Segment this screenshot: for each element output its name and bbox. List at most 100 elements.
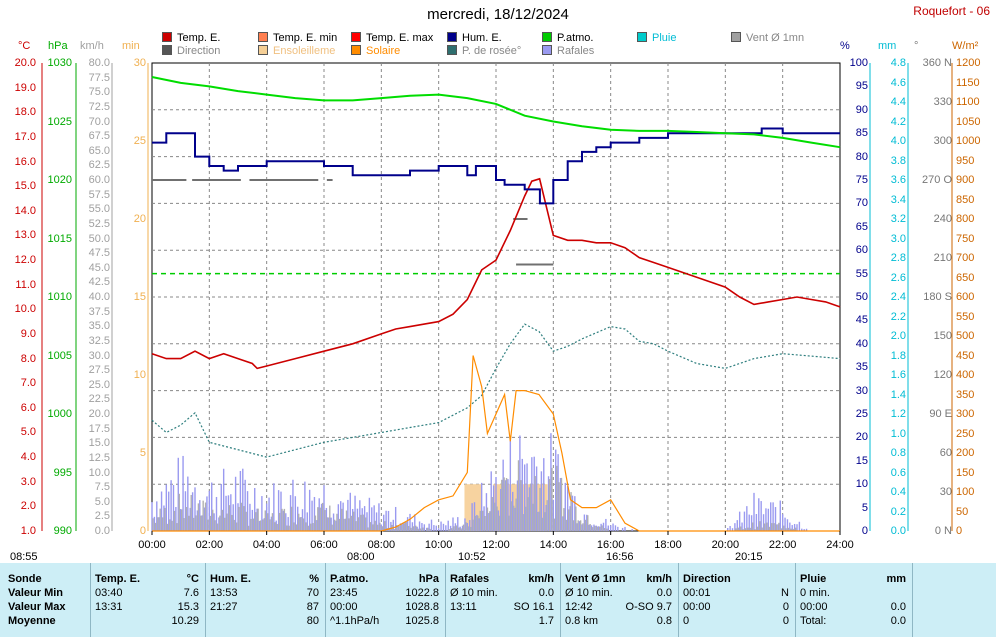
- solar-ticks-label: 500: [956, 330, 975, 342]
- table-cell-time: 13:31: [95, 601, 123, 613]
- legend-swatch: [637, 32, 647, 42]
- legend-item: Pluie: [637, 32, 676, 44]
- table-cell-value: 7.6: [183, 587, 199, 599]
- solar-ticks-label: 1150: [956, 76, 980, 89]
- table-divider: [90, 563, 91, 637]
- legend-swatch: [542, 45, 552, 55]
- table-cell-time: 00:01: [683, 587, 711, 599]
- solar-ticks-label: 1000: [956, 135, 981, 147]
- solar-ticks-label: 650: [956, 271, 975, 284]
- table-column-title: Rafales: [450, 573, 490, 585]
- legend-label: Temp. E. max: [366, 32, 434, 44]
- wind-ticks-label: 27.5: [88, 364, 110, 377]
- legend-label: Direction: [177, 45, 221, 57]
- table-cell-value: 0.0: [538, 587, 554, 599]
- wind-ticks-label: 12.5: [88, 451, 110, 464]
- table-cell-value: 1.7: [538, 615, 554, 627]
- hum-ticks-label: 10: [855, 478, 868, 491]
- wind-ticks-label: 2.5: [94, 510, 110, 523]
- table-cell-value: 70: [306, 587, 319, 599]
- rain-ticks-label: 4.4: [890, 96, 906, 108]
- solar-ticks-label: 950: [956, 154, 975, 167]
- temp-ticks-label: 3.0: [20, 475, 36, 488]
- temp-ticks-label: 5.0: [20, 426, 36, 439]
- table-cell-time: 0: [683, 615, 690, 627]
- press-ticks-label: 1030: [47, 57, 72, 69]
- summary-table: [0, 563, 996, 637]
- table-cell-value: 1025.8: [405, 615, 439, 627]
- axis-unit-dir: °: [914, 40, 919, 52]
- table-cell-value: 1028.8: [405, 601, 439, 613]
- hum-ticks-label: 35: [855, 361, 868, 374]
- x-tick-label: 02:00: [195, 539, 224, 551]
- legend-label: Pluie: [652, 32, 677, 44]
- chart-title: mercredi, 18/12/2024: [427, 6, 569, 23]
- temp-ticks-label: 11.0: [15, 278, 36, 291]
- axis-unit-solar: W/m²: [952, 40, 979, 52]
- solar-ticks-label: 550: [956, 310, 975, 323]
- legend-swatch: [258, 32, 268, 42]
- solar-ticks-label: 1050: [956, 115, 981, 128]
- temp-ticks-label: 18.0: [14, 106, 36, 119]
- hum-ticks-label: 60: [855, 244, 868, 257]
- legend-swatch: [351, 32, 361, 42]
- dir-ticks-label: 30: [939, 486, 952, 498]
- table-cell-time: Ø 10 min.: [565, 587, 613, 599]
- hum-ticks-label: 85: [855, 127, 868, 140]
- temp-ticks-label: 12.0: [14, 254, 36, 267]
- temp-ticks-label: 17.0: [14, 130, 36, 143]
- dir-ticks-label: 240: [933, 213, 952, 225]
- solar-ticks-label: 100: [956, 486, 975, 498]
- solar-ticks-label: 350: [956, 388, 975, 401]
- station-name: Roquefort - 06: [913, 4, 990, 18]
- legend-item: Solaire: [351, 45, 400, 57]
- legend-swatch: [542, 32, 552, 42]
- wind-ticks-label: 25.0: [88, 378, 110, 391]
- x-tick-label: 22:00: [768, 539, 797, 551]
- table-cell-time: 12:42: [565, 601, 593, 613]
- legend-swatch: [447, 32, 457, 42]
- table-row-label: Valeur Min: [8, 587, 64, 599]
- table-cell-value: 87: [306, 601, 319, 613]
- rain-ticks-label: 3.0: [890, 232, 906, 245]
- rain-ticks-label: 1.8: [890, 349, 906, 362]
- hum-ticks-label: 95: [855, 80, 868, 93]
- wind-ticks-label: 60.0: [88, 174, 110, 186]
- solar-ticks-label: 300: [956, 408, 975, 420]
- wind-ticks-label: 42.5: [88, 276, 110, 289]
- legend-swatch: [258, 45, 268, 55]
- table-cell-time: 00:00: [683, 601, 711, 613]
- wind-ticks-label: 52.5: [88, 217, 110, 230]
- wind-ticks-label: 10.0: [88, 466, 110, 479]
- press-ticks-label: 1005: [47, 349, 72, 362]
- temp-ticks-label: 20.0: [14, 57, 36, 69]
- sun-ticks-label: 25: [133, 135, 146, 147]
- wind-ticks-label: 47.5: [88, 247, 110, 260]
- table-cell-value: 0: [782, 615, 789, 627]
- x-tick-label: 08:00: [367, 539, 396, 551]
- sun-ticks-label: 10: [133, 369, 146, 381]
- press-ticks-label: 995: [53, 466, 72, 479]
- table-row-label: Valeur Max: [8, 601, 66, 613]
- x-tick-label: 00:00: [138, 539, 166, 551]
- solar-ticks-label: 850: [956, 193, 975, 206]
- wind-ticks-label: 70.0: [88, 115, 110, 128]
- table-divider: [205, 563, 206, 637]
- table-cell-value: 0.0: [890, 615, 906, 627]
- rain-ticks-label: 2.0: [890, 330, 906, 342]
- table-column-unit: °C: [186, 573, 199, 585]
- legend-item: Direction: [162, 45, 220, 57]
- press-ticks-label: 990: [53, 525, 72, 537]
- table-cell-value: 0: [782, 601, 789, 613]
- table-cell-time: Total:: [800, 615, 827, 627]
- hum-ticks-label: 15: [855, 454, 868, 467]
- table-divider: [325, 563, 326, 637]
- rain-ticks-label: 2.8: [890, 252, 906, 264]
- table-cell-time: Ø 10 min.: [450, 587, 498, 599]
- table-cell-time: 23:45: [330, 587, 358, 599]
- hum-ticks-label: 5: [861, 501, 868, 514]
- table-row-label: Moyenne: [8, 615, 56, 627]
- rain-ticks-label: 2.2: [890, 310, 906, 323]
- wind-ticks-label: 17.5: [88, 422, 110, 435]
- temp-ticks-label: 19.0: [14, 81, 36, 94]
